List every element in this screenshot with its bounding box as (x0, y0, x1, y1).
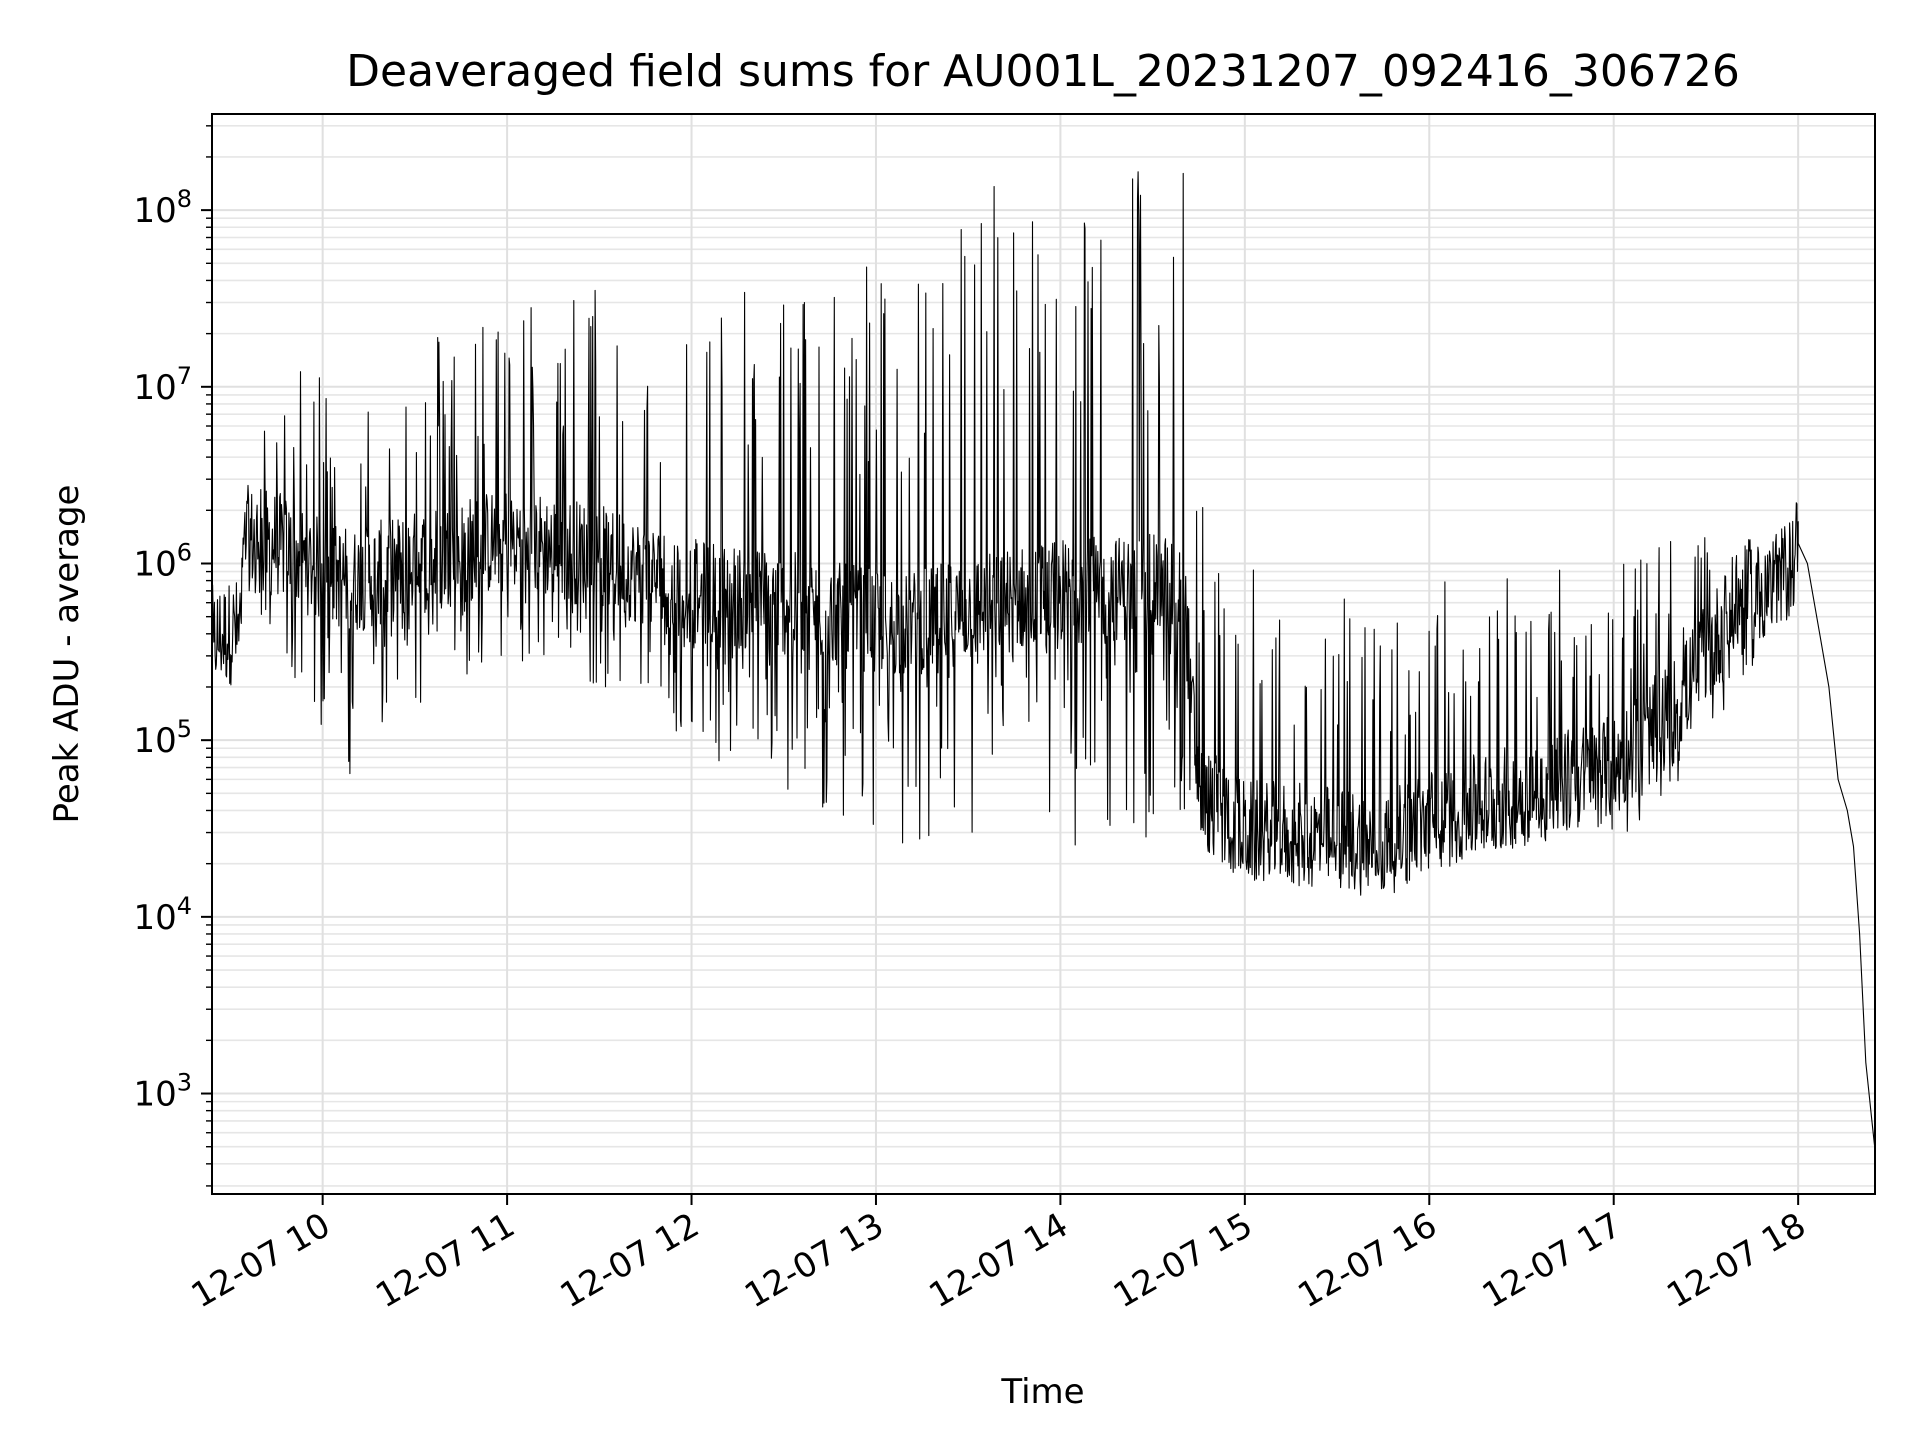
y-tick-label: 106 (133, 538, 192, 584)
series-layer (211, 171, 1876, 1150)
x-tick-label: 12-07 10 (185, 1205, 337, 1316)
y-tick-label: 105 (133, 715, 192, 761)
y-tick-exponent: 7 (177, 362, 192, 390)
x-axis-label: Time (1000, 1372, 1084, 1412)
y-tick-base: 10 (133, 368, 176, 408)
x-tick-label: 12-07 18 (1660, 1205, 1812, 1316)
y-tick-base: 10 (133, 544, 176, 584)
y-tick-base: 10 (133, 191, 176, 231)
grid (212, 114, 1875, 1194)
x-tick-label: 12-07 17 (1476, 1205, 1628, 1316)
series-line (211, 171, 1876, 1150)
y-tick-exponent: 5 (177, 715, 192, 743)
y-tick-exponent: 6 (177, 538, 192, 566)
plot-frame (211, 113, 1876, 1195)
y-tick-base: 10 (133, 898, 176, 938)
y-tick-base: 10 (133, 1075, 176, 1115)
y-tick-exponent: 8 (177, 185, 192, 213)
x-tick-label: 12-07 15 (1107, 1205, 1259, 1316)
y-tick-label: 104 (133, 892, 192, 938)
y-tick-label: 103 (133, 1069, 192, 1115)
x-tick-label: 12-07 12 (554, 1205, 706, 1316)
x-tick-label: 12-07 16 (1291, 1205, 1443, 1316)
y-tick-label: 107 (133, 362, 192, 408)
x-tick-label: 12-07 11 (369, 1205, 521, 1316)
y-axis-label: Peak ADU - average (47, 485, 87, 824)
x-tick-label: 12-07 14 (923, 1205, 1075, 1316)
y-tick-exponent: 3 (177, 1069, 192, 1097)
y-tick-exponent: 4 (177, 892, 192, 920)
y-tick-label: 108 (133, 185, 192, 231)
y-tick-base: 10 (133, 721, 176, 761)
chart-title: Deaveraged field sums for AU001L_2023120… (346, 46, 1740, 97)
x-tick-label: 12-07 13 (738, 1205, 890, 1316)
